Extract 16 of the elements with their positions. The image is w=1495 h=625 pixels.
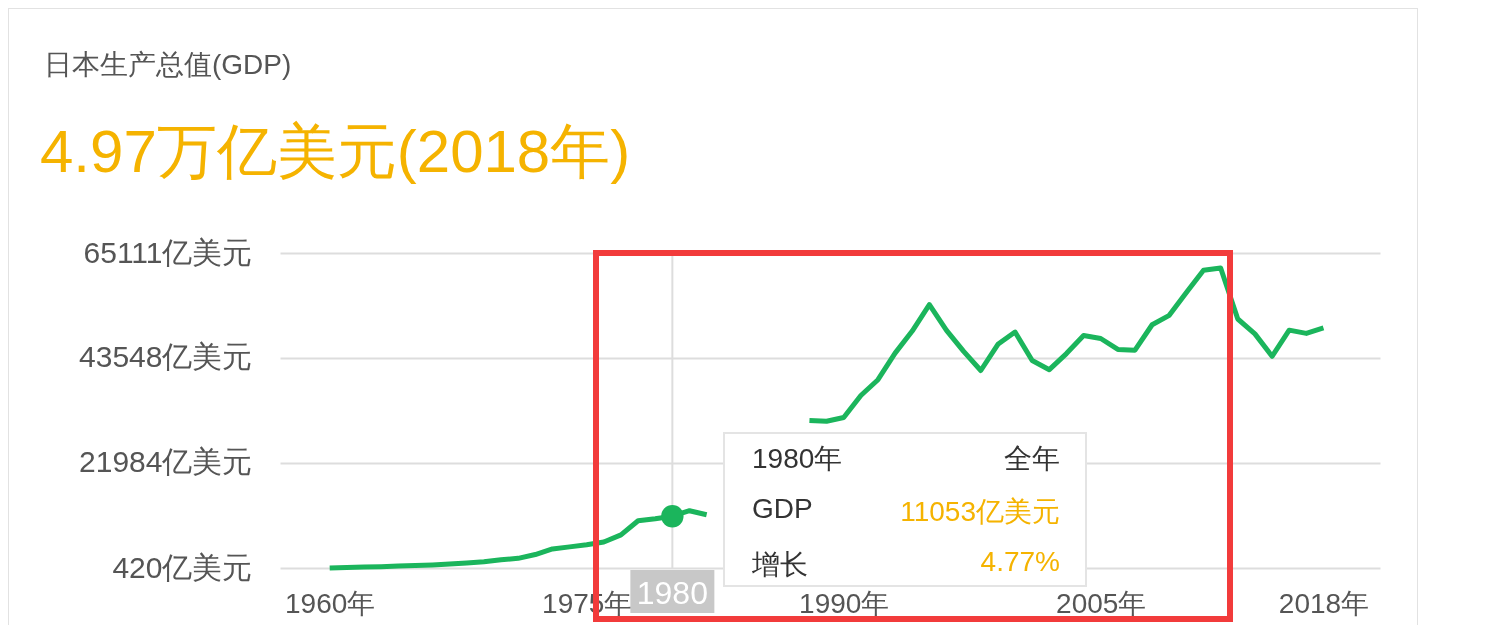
- x-tick-label: 2018年: [1278, 587, 1370, 619]
- x-tick-label: 1960年: [285, 587, 376, 619]
- annotation: 全年: [1004, 442, 1060, 476]
- annotation: 11053亿美元: [900, 495, 1060, 529]
- annotation: 1980年: [752, 442, 843, 476]
- annotation: 增长: [752, 548, 808, 582]
- annotation: 4.77%: [980, 546, 1060, 578]
- annotation: GDP: [752, 493, 813, 525]
- chart-subtitle: 4.97万亿美元(2018年): [40, 117, 631, 187]
- y-tick-label: 21984亿美元: [79, 445, 253, 479]
- y-tick-label: 65111亿美元: [83, 235, 253, 269]
- y-tick-label: 420亿美元: [112, 550, 253, 584]
- x-tick-label: 1990年: [799, 587, 890, 619]
- x-tick-label: 2005年: [1056, 587, 1147, 619]
- y-tick-label: 43548亿美元: [79, 340, 253, 374]
- chart-title: 日本生产总值(GDP): [44, 48, 292, 82]
